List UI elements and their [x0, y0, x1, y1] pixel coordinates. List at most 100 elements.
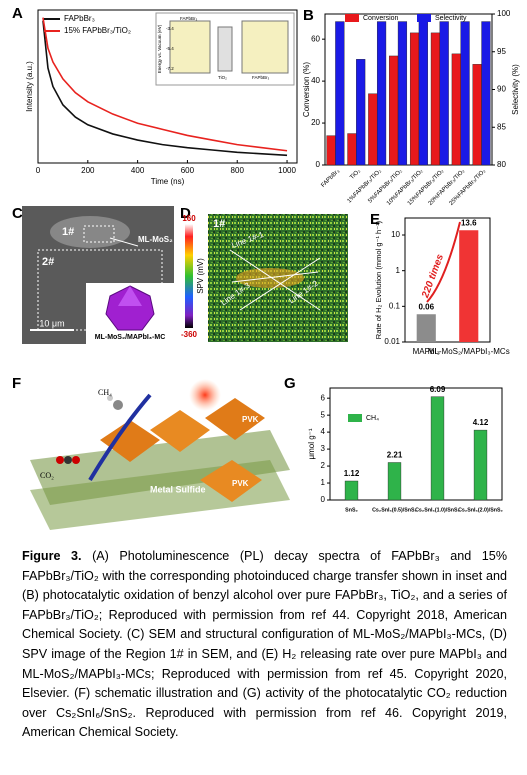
- legend-label: 15% FAPbBr₃/TiO₂: [64, 26, 131, 35]
- y2-axis-label: Selectivity (%): [511, 64, 520, 115]
- value-label: 6.09: [430, 385, 446, 394]
- panel-letter: C: [12, 205, 23, 222]
- x-tick-label: Cs₂SnI₆(0.5)/SnS₂: [372, 507, 417, 513]
- legend-swatch: [348, 414, 362, 422]
- layer-label: Metal Sulfide: [150, 484, 206, 494]
- bar: [356, 59, 366, 166]
- bar: [335, 21, 345, 166]
- inset-label: ML-MoS₂/MAPbI₃-MC: [95, 334, 166, 341]
- bar: [416, 314, 436, 342]
- x-tick-label: 15%FAPbBr₃/TiO₂: [407, 168, 446, 207]
- panel-d: D 160 -360 SPV (mV) 1# Line 1#-1 Line 1#…: [180, 205, 348, 342]
- sem-feature: [50, 216, 130, 248]
- bar: [430, 396, 445, 501]
- bar: [460, 21, 470, 166]
- series-line: [42, 17, 288, 152]
- colorbar-min: -360: [181, 330, 198, 339]
- inset-box: [169, 20, 211, 74]
- colorbar-label: SPV (mV): [196, 258, 205, 294]
- y-tick-label: 0: [321, 495, 326, 504]
- inset-label: -3.4: [166, 26, 174, 31]
- y-tick-label: 0.01: [384, 337, 400, 346]
- panel-letter: A: [12, 5, 23, 22]
- octahedron: [205, 398, 265, 440]
- layer-label: PVK: [232, 479, 249, 488]
- y-tick-label: 2: [321, 461, 326, 470]
- x-tick-label: ML-MoS₂/MAPbI₃-MCs: [428, 347, 510, 356]
- x-tick-label: MAPbI₃: [413, 347, 440, 356]
- molecule: [113, 400, 123, 410]
- octahedron: [200, 460, 262, 502]
- y-tick-label: 40: [311, 76, 320, 85]
- y-axis-label: μmol g⁻¹: [307, 428, 316, 459]
- y-tick-label: 20: [311, 118, 320, 127]
- inset-box: [217, 26, 233, 72]
- x-tick-label: 400: [131, 166, 145, 175]
- panel-f: F CH₄ CO₂ PVK PVK Metal Sulfide: [12, 375, 290, 530]
- scale-label: 10 μm: [39, 318, 64, 328]
- bar: [344, 480, 359, 501]
- pointer: [109, 237, 139, 247]
- x-tick-label: 1000: [278, 166, 296, 175]
- y-tick-label: 100: [497, 9, 511, 18]
- figure: C 1# 2# ML-MoS₂ 10 μm ML-MoS₂/MAPbI₃-MC …: [12, 5, 520, 530]
- bar: [472, 64, 482, 166]
- y-tick-label: 1: [321, 478, 326, 487]
- y-tick-label: 60: [311, 34, 320, 43]
- arrow: [88, 393, 152, 482]
- bar: [376, 21, 387, 166]
- region-label: 1#: [213, 218, 225, 230]
- inset-label: -5.4: [166, 46, 174, 51]
- y-axis-label: Rate of H₂ Evolution (mmol g⁻¹ h⁻¹): [374, 220, 383, 339]
- y-axis-label: Conversion (%): [302, 62, 311, 117]
- legend-label: Conversion: [363, 15, 399, 22]
- legend-label: FAPbBr₃: [64, 14, 95, 23]
- inset-label: Energy vs. Vacuum (eV): [157, 24, 162, 73]
- sem-label: ML-MoS₂: [138, 235, 173, 244]
- x-tick-label: TiO₂: [349, 168, 362, 181]
- panel-letter: B: [303, 7, 314, 24]
- caption-text: (A) Photoluminescence (PL) decay spectra…: [22, 549, 508, 740]
- value-label: 2.21: [387, 451, 403, 460]
- bar: [430, 32, 441, 166]
- x-tick-label: FAPbBr₃: [320, 168, 341, 189]
- crystal: [105, 285, 155, 331]
- region-label: 2#: [42, 256, 54, 268]
- legend-swatch: [345, 14, 359, 22]
- y-tick-label: 0.1: [389, 301, 401, 310]
- legend-label: CH₄: [366, 415, 379, 422]
- y-tick-label: 6: [321, 393, 326, 402]
- bar: [326, 135, 336, 166]
- plot-frame: [37, 9, 298, 164]
- inset-label: TiO₂: [218, 75, 227, 80]
- scan-line: [239, 257, 321, 311]
- colorbar-max: 160: [182, 214, 196, 223]
- legend-swatch: [417, 14, 431, 22]
- region-box: [83, 225, 115, 243]
- inset-label: FAPbBr₃: [180, 16, 198, 21]
- octahedron: [150, 410, 210, 452]
- y-tick-label: 95: [497, 47, 506, 56]
- plot-frame: [404, 217, 491, 343]
- scan-line: [231, 271, 319, 283]
- y-tick-label: 0: [316, 160, 321, 169]
- x-tick-label: 0: [36, 166, 41, 175]
- x-tick-label: 800: [231, 166, 245, 175]
- panel-letter: G: [284, 375, 296, 392]
- bar: [481, 21, 491, 166]
- inset-label: FAPbBr₃: [252, 75, 270, 80]
- x-tick-label: Cs₂SnI₆(1.0)/SnS₂: [415, 507, 460, 513]
- octahedron: [100, 420, 160, 462]
- panel-letter: F: [12, 375, 21, 392]
- molecule: [107, 395, 113, 401]
- y-axis-label: Intensity (a.u.): [25, 61, 34, 112]
- y-tick-label: 4: [321, 427, 326, 436]
- bar: [368, 93, 378, 166]
- y-tick-label: 3: [321, 444, 326, 453]
- caption-label: Figure 3.: [22, 549, 82, 563]
- bar: [473, 429, 488, 501]
- bar: [389, 55, 399, 166]
- inset-box: [241, 20, 289, 74]
- value-label: 4.12: [473, 418, 489, 427]
